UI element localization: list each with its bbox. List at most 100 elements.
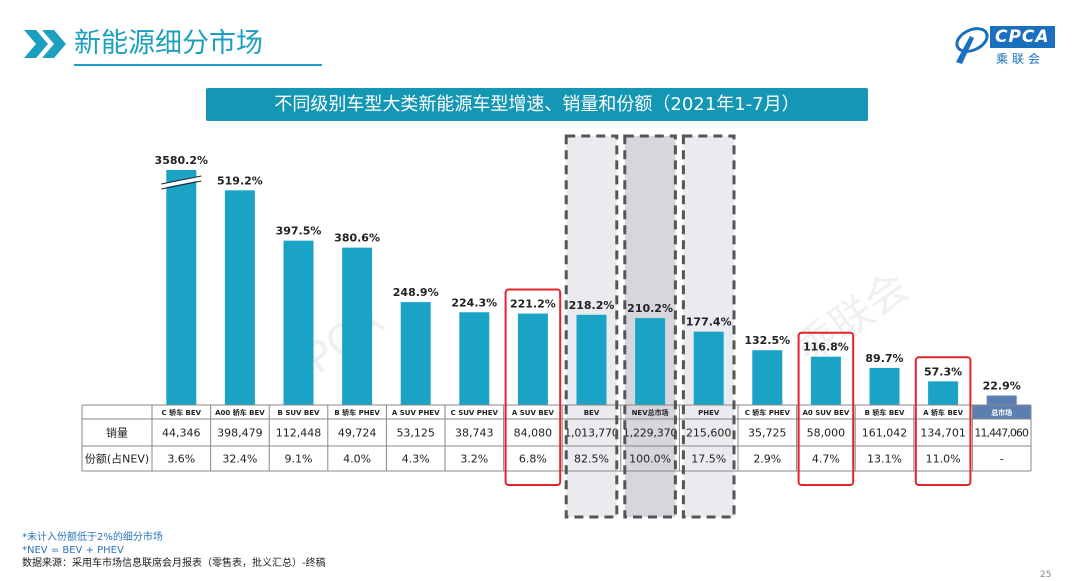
data-label: 218.2% <box>569 299 615 312</box>
sales-value: 38,743 <box>455 427 494 440</box>
sales-value: 35,725 <box>748 427 787 440</box>
footnote-source: 数据来源：采用车市场信息联席会月报表（零售表，批义汇总）-终稿 <box>22 558 326 569</box>
sales-value: 49,724 <box>338 427 377 440</box>
dashed-highlight-box <box>681 134 736 519</box>
row-label-share: 份额(占NEV) <box>85 452 149 466</box>
tick-label: B SUV BEV <box>278 409 320 417</box>
share-value: 4.0% <box>343 453 371 466</box>
bar <box>928 381 959 405</box>
tick-label: PHEV <box>698 409 720 417</box>
data-label: 22.9% <box>983 380 1021 393</box>
tick-label: C 轿车 BEV <box>162 408 202 417</box>
data-label: 519.2% <box>217 174 263 187</box>
share-value: 4.3% <box>402 453 430 466</box>
data-label: 224.3% <box>451 296 497 309</box>
page-number: 25 <box>1040 570 1052 580</box>
bar <box>342 247 373 405</box>
tick-label: NEV总市场 <box>632 408 669 417</box>
share-value: - <box>1000 453 1004 466</box>
tick-label: A 轿车 BEV <box>923 408 963 417</box>
sales-value: 11,447,060 <box>974 427 1029 440</box>
footnote-nev: *NEV = BEV + PHEV <box>22 545 124 556</box>
dashed-highlight-box <box>564 134 619 519</box>
sales-value: 1,229,370 <box>623 427 678 440</box>
sales-value: 53,125 <box>396 427 435 440</box>
data-label: 116.8% <box>803 341 849 354</box>
bar <box>635 318 666 405</box>
sales-value: 215,600 <box>686 427 732 440</box>
sales-value: 84,080 <box>514 427 553 440</box>
data-label: 57.3% <box>924 365 962 378</box>
axis-break-line <box>161 175 202 185</box>
sales-value: 58,000 <box>807 427 846 440</box>
share-value: 32.4% <box>222 453 257 466</box>
sales-value: 112,448 <box>276 427 322 440</box>
tick-label: 总市场 <box>991 408 1012 417</box>
tick-label: A SUV BEV <box>512 409 555 417</box>
red-highlight-box <box>504 288 562 486</box>
tick-label: C SUV PHEV <box>451 409 499 417</box>
red-highlight-box <box>797 331 855 487</box>
footnote-share: *未计入份额低于2%的细分市场 <box>22 532 163 543</box>
dashed-highlight-box <box>623 134 677 519</box>
row-label-sales: 销量 <box>106 426 128 440</box>
chart-banner: 不同级别车型大类新能源车型增速、销量和份额（2021年1-7月） <box>206 88 868 121</box>
red-highlight-box <box>914 356 972 486</box>
tick-label: A0 SUV BEV <box>802 409 849 417</box>
bar <box>517 313 548 405</box>
tick-label: A SUV PHEV <box>392 409 440 417</box>
data-label: 248.9% <box>393 286 439 299</box>
share-value: 2.9% <box>753 453 781 466</box>
share-value: 3.2% <box>460 453 488 466</box>
bar <box>224 190 255 405</box>
data-label: 210.2% <box>627 302 673 315</box>
total-header-cell <box>972 405 1031 419</box>
logo-subtext: 乘联会 <box>996 52 1045 66</box>
share-value: 11.0% <box>926 453 961 466</box>
double-chevron-icon <box>24 30 66 58</box>
data-label: 3580.2% <box>155 154 208 167</box>
sales-value: 398,479 <box>217 427 263 440</box>
bar <box>459 312 490 405</box>
bar <box>400 302 431 405</box>
data-label: 380.6% <box>334 232 380 245</box>
bar <box>869 367 900 405</box>
tick-label: BEV <box>584 409 600 417</box>
share-value: 9.1% <box>285 453 313 466</box>
logo-text: CPCA <box>990 26 1055 48</box>
cpca-logo: CPCA 乘联会 <box>950 22 1060 70</box>
data-label: 132.5% <box>744 334 790 347</box>
data-label: 89.7% <box>865 352 903 365</box>
data-label: 397.5% <box>276 225 322 238</box>
data-label: 177.4% <box>686 316 732 329</box>
tick-label: C 轿车 PHEV <box>745 408 791 417</box>
logo-swoosh-icon <box>955 27 989 64</box>
bar <box>576 314 607 405</box>
sales-value: 134,701 <box>920 427 966 440</box>
axis-break-line <box>161 180 202 190</box>
tick-label: B 轿车 PHEV <box>334 408 380 417</box>
share-value: 6.8% <box>519 453 547 466</box>
bar <box>693 331 724 405</box>
bar <box>166 170 197 405</box>
bar <box>810 356 841 405</box>
share-value: 3.6% <box>167 453 195 466</box>
bar <box>986 395 1017 405</box>
dashed-box-fill <box>683 136 734 517</box>
share-value: 13.1% <box>867 453 902 466</box>
share-value: 100.0% <box>629 453 671 466</box>
data-label: 221.2% <box>510 298 556 311</box>
page-title: 新能源细分市场 <box>74 28 263 59</box>
share-value: 82.5% <box>574 453 609 466</box>
bar <box>283 240 314 405</box>
tick-label: B 轿车 BEV <box>865 408 905 417</box>
sales-value: 44,346 <box>162 427 201 440</box>
share-value: 17.5% <box>691 453 726 466</box>
sales-value: 161,042 <box>862 427 908 440</box>
axis-break-gap <box>160 176 202 188</box>
tick-label: A00 轿车 BEV <box>215 408 265 417</box>
share-value: 4.7% <box>812 453 840 466</box>
bar <box>752 350 783 405</box>
sales-value: 1,013,770 <box>564 427 619 440</box>
footnotes: *未计入份额低于2%的细分市场 *NEV = BEV + PHEV 数据来源：采… <box>22 531 326 570</box>
